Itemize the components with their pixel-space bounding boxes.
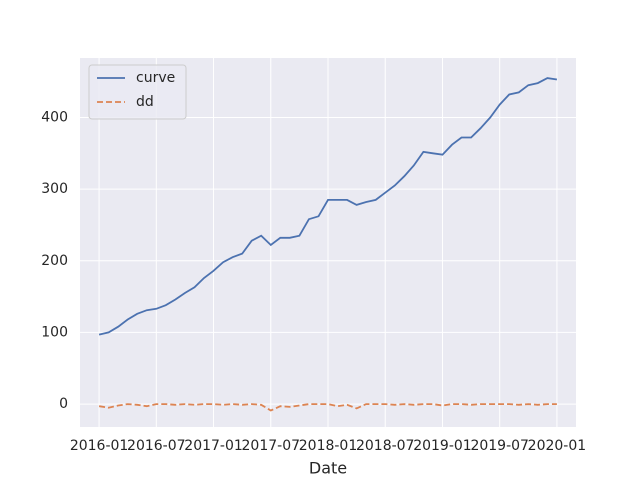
y-tick-label: 200 — [41, 253, 68, 269]
grid — [80, 58, 576, 427]
legend-label: curve — [136, 70, 175, 86]
x-tick-label: 2016-01 — [70, 438, 129, 454]
legend: curve dd — [88, 64, 187, 120]
x-tick-label: 2019-07 — [470, 438, 529, 454]
y-tick-label: 0 — [59, 396, 68, 412]
x-tick-label: 2017-01 — [184, 438, 243, 454]
x-tick-label: 2016-07 — [127, 438, 186, 454]
x-tick-label: 2019-01 — [413, 438, 472, 454]
legend-label: dd — [136, 94, 154, 110]
line-series — [98, 403, 557, 412]
x-tick-label: 2017-07 — [242, 438, 301, 454]
x-axis-label: Date — [309, 459, 347, 478]
x-tick-label: 2018-07 — [356, 438, 415, 454]
marks — [98, 77, 558, 412]
y-tick-label: 300 — [41, 181, 68, 197]
x-tick-label: 2020-01 — [528, 438, 587, 454]
x-tick-label: 2018-01 — [299, 438, 358, 454]
line-series — [98, 77, 558, 336]
y-tick-label: 100 — [41, 324, 68, 340]
y-tick-label: 400 — [41, 109, 68, 125]
